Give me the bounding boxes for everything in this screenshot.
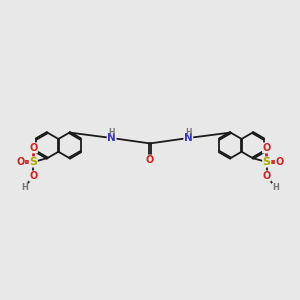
Text: O: O [29,143,38,153]
Text: H: H [272,183,279,192]
Text: H: H [21,183,28,192]
Text: O: O [262,171,271,181]
Text: S: S [29,157,37,167]
Text: O: O [146,155,154,165]
Text: H: H [108,128,115,137]
Text: O: O [16,157,25,167]
Text: S: S [263,157,271,167]
Text: H: H [185,128,192,137]
Text: N: N [184,133,193,143]
Text: O: O [262,143,271,153]
Text: N: N [107,133,116,143]
Text: O: O [275,157,284,167]
Text: O: O [29,171,38,181]
